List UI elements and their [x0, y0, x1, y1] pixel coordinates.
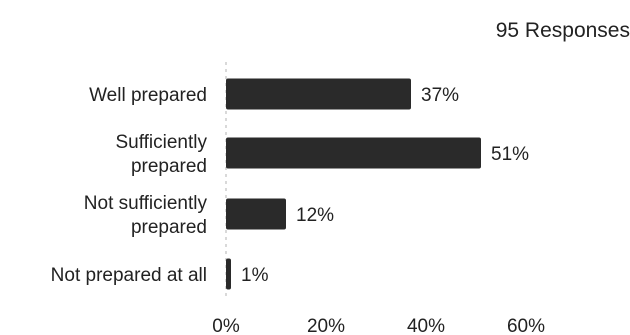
value-label-2: 51%: [491, 144, 529, 165]
bars-group: 37% Well prepared 51% Sufficiently prepared 1…: [51, 78, 529, 290]
category-label-3-line-1: Not sufficiently: [84, 193, 208, 214]
responses-count: 95 Responses: [496, 19, 630, 42]
bar-3: [226, 198, 286, 230]
value-label-1: 37%: [421, 85, 459, 106]
value-label-3: 12%: [296, 205, 334, 226]
bar-4: [226, 258, 231, 290]
x-tick-label-3: 40%: [407, 316, 445, 335]
category-label-3-line-2: prepared: [131, 217, 207, 238]
bar-1: [226, 78, 411, 110]
value-label-4: 1%: [241, 265, 269, 286]
x-tick-label-4: 60%: [507, 316, 545, 335]
bar-2: [226, 137, 481, 169]
category-label-2-line-1: Sufficiently: [115, 132, 207, 153]
category-label-4: Not prepared at all: [51, 265, 207, 286]
x-axis-ticks: 0% 20% 40% 60%: [212, 316, 545, 335]
category-label-1: Well prepared: [89, 85, 207, 106]
x-tick-label-2: 20%: [307, 316, 345, 335]
x-tick-label-1: 0%: [212, 316, 240, 335]
category-label-2-line-2: prepared: [131, 156, 207, 177]
